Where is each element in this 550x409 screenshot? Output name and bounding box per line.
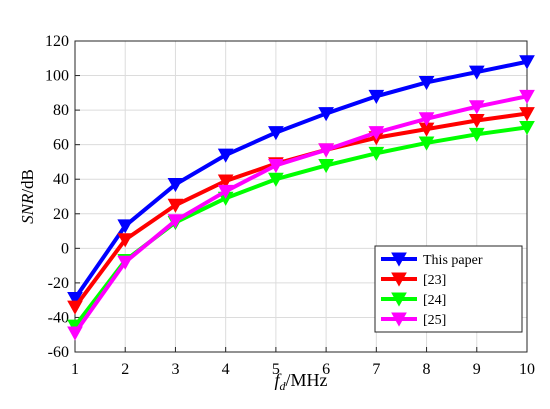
data-point: [468, 127, 485, 142]
series-this-paper: [67, 55, 535, 307]
data-point: [519, 120, 535, 136]
data-point: [167, 214, 184, 229]
legend-label: [25]: [423, 313, 446, 328]
y-tick-label: 100: [45, 68, 69, 85]
legend-item: [23]: [381, 272, 446, 288]
y-tick-label: 40: [53, 171, 69, 188]
data-point: [268, 158, 284, 174]
y-tick-label: 0: [61, 240, 69, 257]
x-axis-label-main: f: [274, 370, 282, 390]
y-axis-label: SNR/dB: [18, 169, 37, 224]
data-point: [117, 233, 134, 248]
legend-marker: [391, 252, 407, 267]
series-line: [73, 94, 528, 335]
data-point: [217, 174, 234, 189]
data-point: [318, 158, 334, 174]
data-point: [418, 76, 435, 91]
data-point: [468, 114, 485, 129]
data-point: [117, 255, 134, 270]
data-point: [67, 291, 83, 307]
series-line: [73, 59, 528, 300]
data-point: [167, 177, 184, 193]
x-axis-label: fd/MHz: [274, 370, 327, 393]
y-tick-label: -60: [48, 344, 69, 361]
data-point: [418, 112, 435, 127]
legend-label: [24]: [423, 293, 446, 308]
data-point: [368, 89, 385, 104]
data-point: [67, 300, 83, 315]
data-point: [217, 184, 234, 199]
data-point: [318, 143, 334, 158]
y-tick-label: 120: [45, 33, 69, 50]
data-point: [418, 136, 435, 151]
x-tick-label: 5: [272, 361, 280, 378]
data-point: [167, 198, 184, 213]
x-tick-label: 9: [473, 361, 481, 378]
legend-marker: [391, 292, 407, 307]
data-point: [468, 65, 485, 80]
legend-item: [25]: [381, 312, 446, 328]
plot-frame: [74, 40, 528, 353]
legend-label: This paper: [423, 253, 483, 268]
x-tick-label: 4: [222, 361, 230, 378]
legend-item: This paper: [381, 252, 483, 268]
data-point: [368, 126, 385, 141]
data-point: [519, 55, 535, 70]
y-tick-label: 20: [53, 206, 69, 223]
y-axis-label-unit: /dB: [18, 169, 37, 194]
legend-marker: [391, 272, 407, 287]
data-point: [368, 146, 385, 161]
x-axis-label-unit: /MHz: [286, 370, 328, 390]
data-point: [268, 126, 284, 141]
data-point: [217, 148, 234, 163]
x-tick-label: 1: [71, 361, 79, 378]
data-point: [519, 89, 535, 104]
data-point: [67, 326, 83, 341]
y-axis-label-main: SNR: [18, 193, 37, 224]
legend-item: [24]: [381, 292, 446, 308]
x-axis-label-subscript: d: [280, 379, 287, 393]
y-tick-label: -40: [48, 309, 69, 326]
x-tick-label: 10: [519, 361, 535, 378]
y-tick-label: 60: [53, 137, 69, 154]
data-point: [519, 107, 535, 122]
data-point: [117, 219, 134, 234]
x-tick-label: 3: [171, 361, 179, 378]
x-tick-label: 7: [372, 361, 380, 378]
legend-label: [23]: [423, 273, 446, 288]
axis-ticks: 1 2 3 4 5 6 7 8 9 10 -60 -40 -20 0 20 40 60 80 100 120: [45, 33, 535, 378]
data-point: [318, 107, 334, 122]
data-point: [468, 100, 485, 115]
x-tick-label: 6: [322, 361, 330, 378]
x-tick-label: 8: [423, 361, 431, 378]
legend-marker: [391, 312, 407, 327]
y-tick-label: 80: [53, 102, 69, 119]
data-point: [268, 172, 284, 187]
x-tick-label: 2: [121, 361, 129, 378]
legend: This paper [23] [24] [25]: [374, 245, 523, 333]
series-group: [67, 55, 535, 341]
series-25: [67, 89, 535, 341]
y-tick-label: -20: [48, 275, 69, 292]
